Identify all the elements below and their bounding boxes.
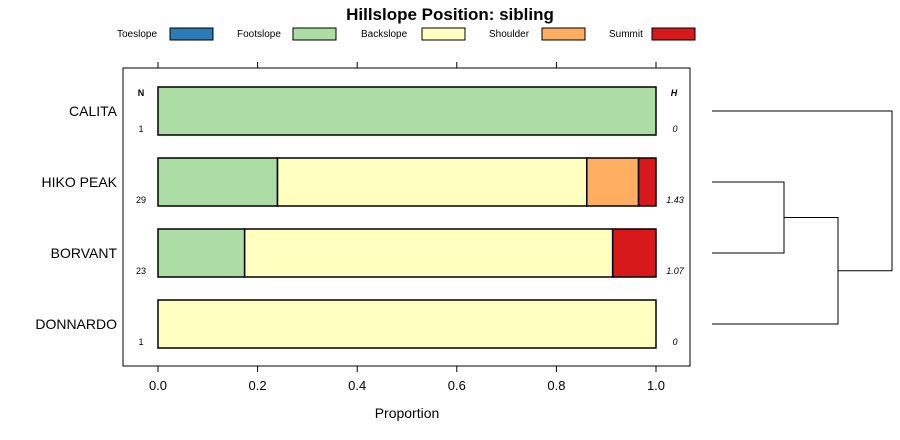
x-axis: 0.0 0.2 0.4 0.6 0.8 1.0 [149, 366, 665, 393]
n-header: N [138, 88, 145, 98]
n-value-hiko-peak: 29 [136, 195, 146, 205]
bar-hiko-peak-footslope [157, 157, 279, 207]
bar-donnardo-backslope [157, 299, 657, 349]
x-tick-label-4: 0.8 [547, 378, 565, 393]
dendrogram-branch-1 [712, 217, 839, 325]
bar-borvant-summit [611, 228, 657, 278]
bar-hiko-peak-shoulder [586, 157, 640, 207]
legend-label-footslope: Footslope [237, 29, 281, 40]
h-labels: 0 1.43 1.07 0 [666, 124, 685, 347]
n-value-borvant: 23 [136, 266, 146, 276]
legend-swatch-toeslope [169, 27, 214, 41]
legend-label-toeslope: Toeslope [117, 29, 157, 40]
x-axis-label: Proportion [375, 405, 440, 421]
category-label-donnardo: DONNARDO [35, 316, 117, 332]
legend-swatch-backslope [421, 27, 466, 41]
x-tick-label-0: 0.0 [149, 378, 167, 393]
x-tick-label-5: 1.0 [647, 378, 665, 393]
legend: Toeslope Footslope Backslope Shoulder Summit [117, 27, 696, 41]
x-tick-label-3: 0.6 [448, 378, 466, 393]
legend-label-summit: Summit [609, 29, 643, 40]
bar-hiko-peak-summit [637, 157, 657, 207]
legend-label-backslope: Backslope [361, 29, 408, 40]
h-header: H [671, 88, 678, 98]
bars [157, 86, 657, 349]
category-label-hiko-peak: HIKO PEAK [42, 174, 118, 190]
n-value-calita: 1 [138, 124, 143, 134]
category-labels: CALITA HIKO PEAK BORVANT DONNARDO [35, 103, 117, 332]
legend-label-shoulder: Shoulder [489, 29, 530, 40]
x-tick-label-1: 0.2 [249, 378, 267, 393]
legend-swatch-shoulder [541, 27, 586, 41]
plot-frame [122, 67, 691, 367]
category-label-calita: CALITA [69, 103, 118, 119]
dendrogram [712, 110, 893, 325]
legend-swatch-footslope [292, 27, 337, 41]
legend-swatch-summit [651, 27, 696, 41]
h-value-calita: 0 [672, 124, 677, 134]
top-axis-ticks [157, 62, 657, 68]
chart-title: Hillslope Position: sibling [346, 5, 554, 24]
n-value-donnardo: 1 [138, 337, 143, 347]
dendrogram-branch-0 [712, 181, 785, 254]
category-label-borvant: BORVANT [51, 245, 118, 261]
x-tick-label-2: 0.4 [348, 378, 366, 393]
bar-borvant-backslope [243, 228, 614, 278]
h-value-hiko-peak: 1.43 [666, 195, 684, 205]
bar-calita-footslope [157, 86, 657, 136]
h-value-borvant: 1.07 [666, 266, 685, 276]
dendrogram-branch-2 [712, 110, 893, 272]
bar-borvant-footslope [157, 228, 246, 278]
bar-hiko-peak-backslope [276, 157, 588, 207]
h-value-donnardo: 0 [672, 337, 677, 347]
n-labels: 1 29 23 1 [136, 124, 146, 347]
